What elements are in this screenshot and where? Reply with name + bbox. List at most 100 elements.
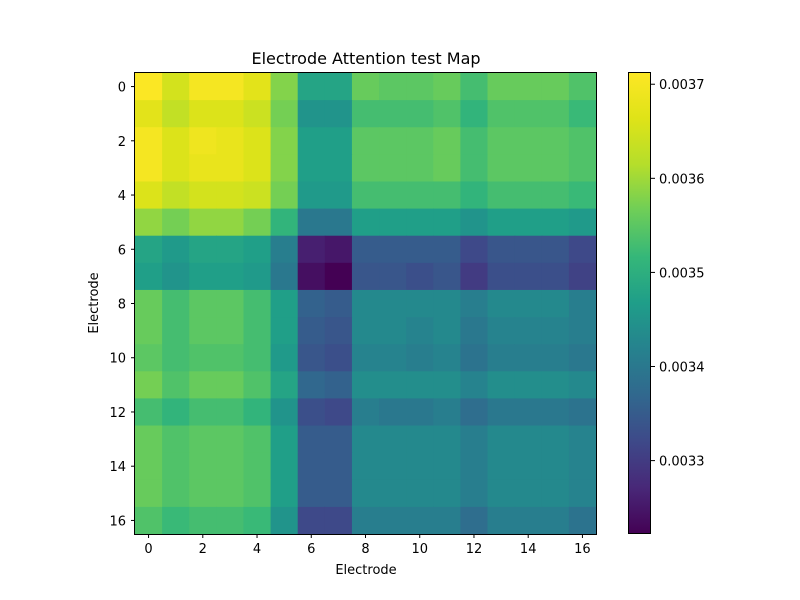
heatmap-cell-7-2 <box>189 262 217 291</box>
heatmap-cell-15-16 <box>568 479 597 508</box>
heatmap-cell-6-15 <box>541 235 570 264</box>
heatmap-cell-1-7 <box>324 100 353 128</box>
heatmap-cell-8-3 <box>216 289 245 318</box>
heatmap-cell-1-3 <box>216 100 245 128</box>
heatmap-cell-3-13 <box>487 154 516 183</box>
heatmap-cell-2-13 <box>487 127 516 155</box>
heatmap-cell-2-4 <box>243 127 272 155</box>
heatmap-cell-11-5 <box>270 371 299 400</box>
heatmap-cell-5-0 <box>135 208 163 237</box>
heatmap-cell-3-11 <box>433 154 462 183</box>
heatmap-cell-15-12 <box>460 479 489 508</box>
heatmap-cell-14-9 <box>379 452 407 481</box>
x-tick-label: 16 <box>574 542 591 557</box>
heatmap-cell-15-13 <box>487 479 516 508</box>
heatmap-cell-16-8 <box>351 506 380 535</box>
heatmap-cell-13-1 <box>162 425 190 454</box>
heatmap-cell-8-2 <box>189 289 217 318</box>
heatmap-cell-12-7 <box>324 398 353 427</box>
heatmap-cell-8-12 <box>460 289 489 318</box>
x-tick-label: 8 <box>361 542 369 557</box>
heatmap-cell-16-11 <box>433 506 462 535</box>
heatmap-cell-4-4 <box>243 181 272 210</box>
heatmap-cell-16-3 <box>216 506 245 535</box>
heatmap-cell-6-13 <box>487 235 516 264</box>
heatmap-cell-16-10 <box>406 506 434 535</box>
heatmap-cell-0-13 <box>487 73 516 101</box>
y-tick-label: 4 <box>118 189 126 204</box>
colorbar-tick-label: 0.0033 <box>659 455 705 470</box>
heatmap-cell-8-0 <box>135 289 163 318</box>
heatmap-cell-3-12 <box>460 154 489 183</box>
y-tick-label: 10 <box>109 352 126 367</box>
heatmap-cell-8-10 <box>406 289 434 318</box>
heatmap-cell-0-8 <box>351 73 380 101</box>
heatmap-cell-9-5 <box>270 317 299 345</box>
heatmap-cell-7-0 <box>135 262 163 291</box>
heatmap-cell-6-6 <box>297 235 326 264</box>
heatmap-cell-10-14 <box>514 344 543 372</box>
x-axis: 0 2 4 6 8 10 12 14 16 <box>144 534 591 557</box>
y-tick-label: 2 <box>118 135 126 150</box>
heatmap-cell-3-7 <box>324 154 353 183</box>
heatmap-cell-6-8 <box>351 235 380 264</box>
heatmap-cell-13-4 <box>243 425 272 454</box>
heatmap-cell-7-1 <box>162 262 190 291</box>
heatmap-cell-2-11 <box>433 127 462 155</box>
heatmap-cell-15-8 <box>351 479 380 508</box>
heatmap-cell-8-7 <box>324 289 353 318</box>
heatmap-cell-14-13 <box>487 452 516 481</box>
heatmap-cell-11-15 <box>541 371 570 400</box>
heatmap-cell-1-4 <box>243 100 272 128</box>
heatmap-cell-10-2 <box>189 344 217 372</box>
heatmap-cell-0-12 <box>460 73 489 101</box>
heatmap-cell-3-16 <box>568 154 597 183</box>
heatmap-cell-7-16 <box>568 262 597 291</box>
heatmap-cell-7-6 <box>297 262 326 291</box>
heatmap-cell-15-6 <box>297 479 326 508</box>
heatmap-cell-1-9 <box>379 100 407 128</box>
heatmap-cell-2-8 <box>351 127 380 155</box>
y-tick-label: 6 <box>118 243 126 258</box>
heatmap-cell-14-1 <box>162 452 190 481</box>
heatmap-cell-14-14 <box>514 452 543 481</box>
heatmap-cell-12-8 <box>351 398 380 427</box>
heatmap-cell-4-2 <box>189 181 217 210</box>
heatmap-cell-16-4 <box>243 506 272 535</box>
heatmap-cell-0-6 <box>297 73 326 101</box>
heatmap-cell-7-4 <box>243 262 272 291</box>
heatmap-cell-6-16 <box>568 235 597 264</box>
heatmap-cell-3-15 <box>541 154 570 183</box>
heatmap-cell-1-1 <box>162 100 190 128</box>
heatmap-cell-16-9 <box>379 506 407 535</box>
x-tick-label: 0 <box>144 542 152 557</box>
colorbar <box>628 72 651 534</box>
heatmap-cell-1-2 <box>189 100 217 128</box>
colorbar-tick-label: 0.0037 <box>659 78 705 93</box>
heatmap-cell-2-9 <box>379 127 407 155</box>
heatmap-cell-16-13 <box>487 506 516 535</box>
heatmap-cell-4-6 <box>297 181 326 210</box>
heatmap-cell-9-8 <box>351 317 380 345</box>
heatmap-cell-5-6 <box>297 208 326 237</box>
heatmap-cell-12-10 <box>406 398 434 427</box>
y-tick-label: 8 <box>118 298 126 313</box>
heatmap-cell-7-10 <box>406 262 434 291</box>
chart-title: Electrode Attention test Map <box>251 49 480 68</box>
heatmap-cell-5-10 <box>406 208 434 237</box>
heatmap-cell-12-1 <box>162 398 190 427</box>
heatmap-cell-0-10 <box>406 73 434 101</box>
heatmap-cell-9-7 <box>324 317 353 345</box>
y-axis: 0 2 4 6 8 10 12 14 16 <box>109 81 135 529</box>
heatmap-cell-14-15 <box>541 452 570 481</box>
heatmap-cell-10-3 <box>216 344 245 372</box>
heatmap-cell-5-9 <box>379 208 407 237</box>
heatmap-cell-8-13 <box>487 289 516 318</box>
heatmap-cell-2-0 <box>135 127 163 155</box>
heatmap-cell-6-14 <box>514 235 543 264</box>
heatmap-cell-0-0 <box>135 73 163 101</box>
heatmap-cell-7-12 <box>460 262 489 291</box>
heatmap-cell-4-3 <box>216 181 245 210</box>
heatmap-cell-12-0 <box>135 398 163 427</box>
heatmap-cell-15-15 <box>541 479 570 508</box>
